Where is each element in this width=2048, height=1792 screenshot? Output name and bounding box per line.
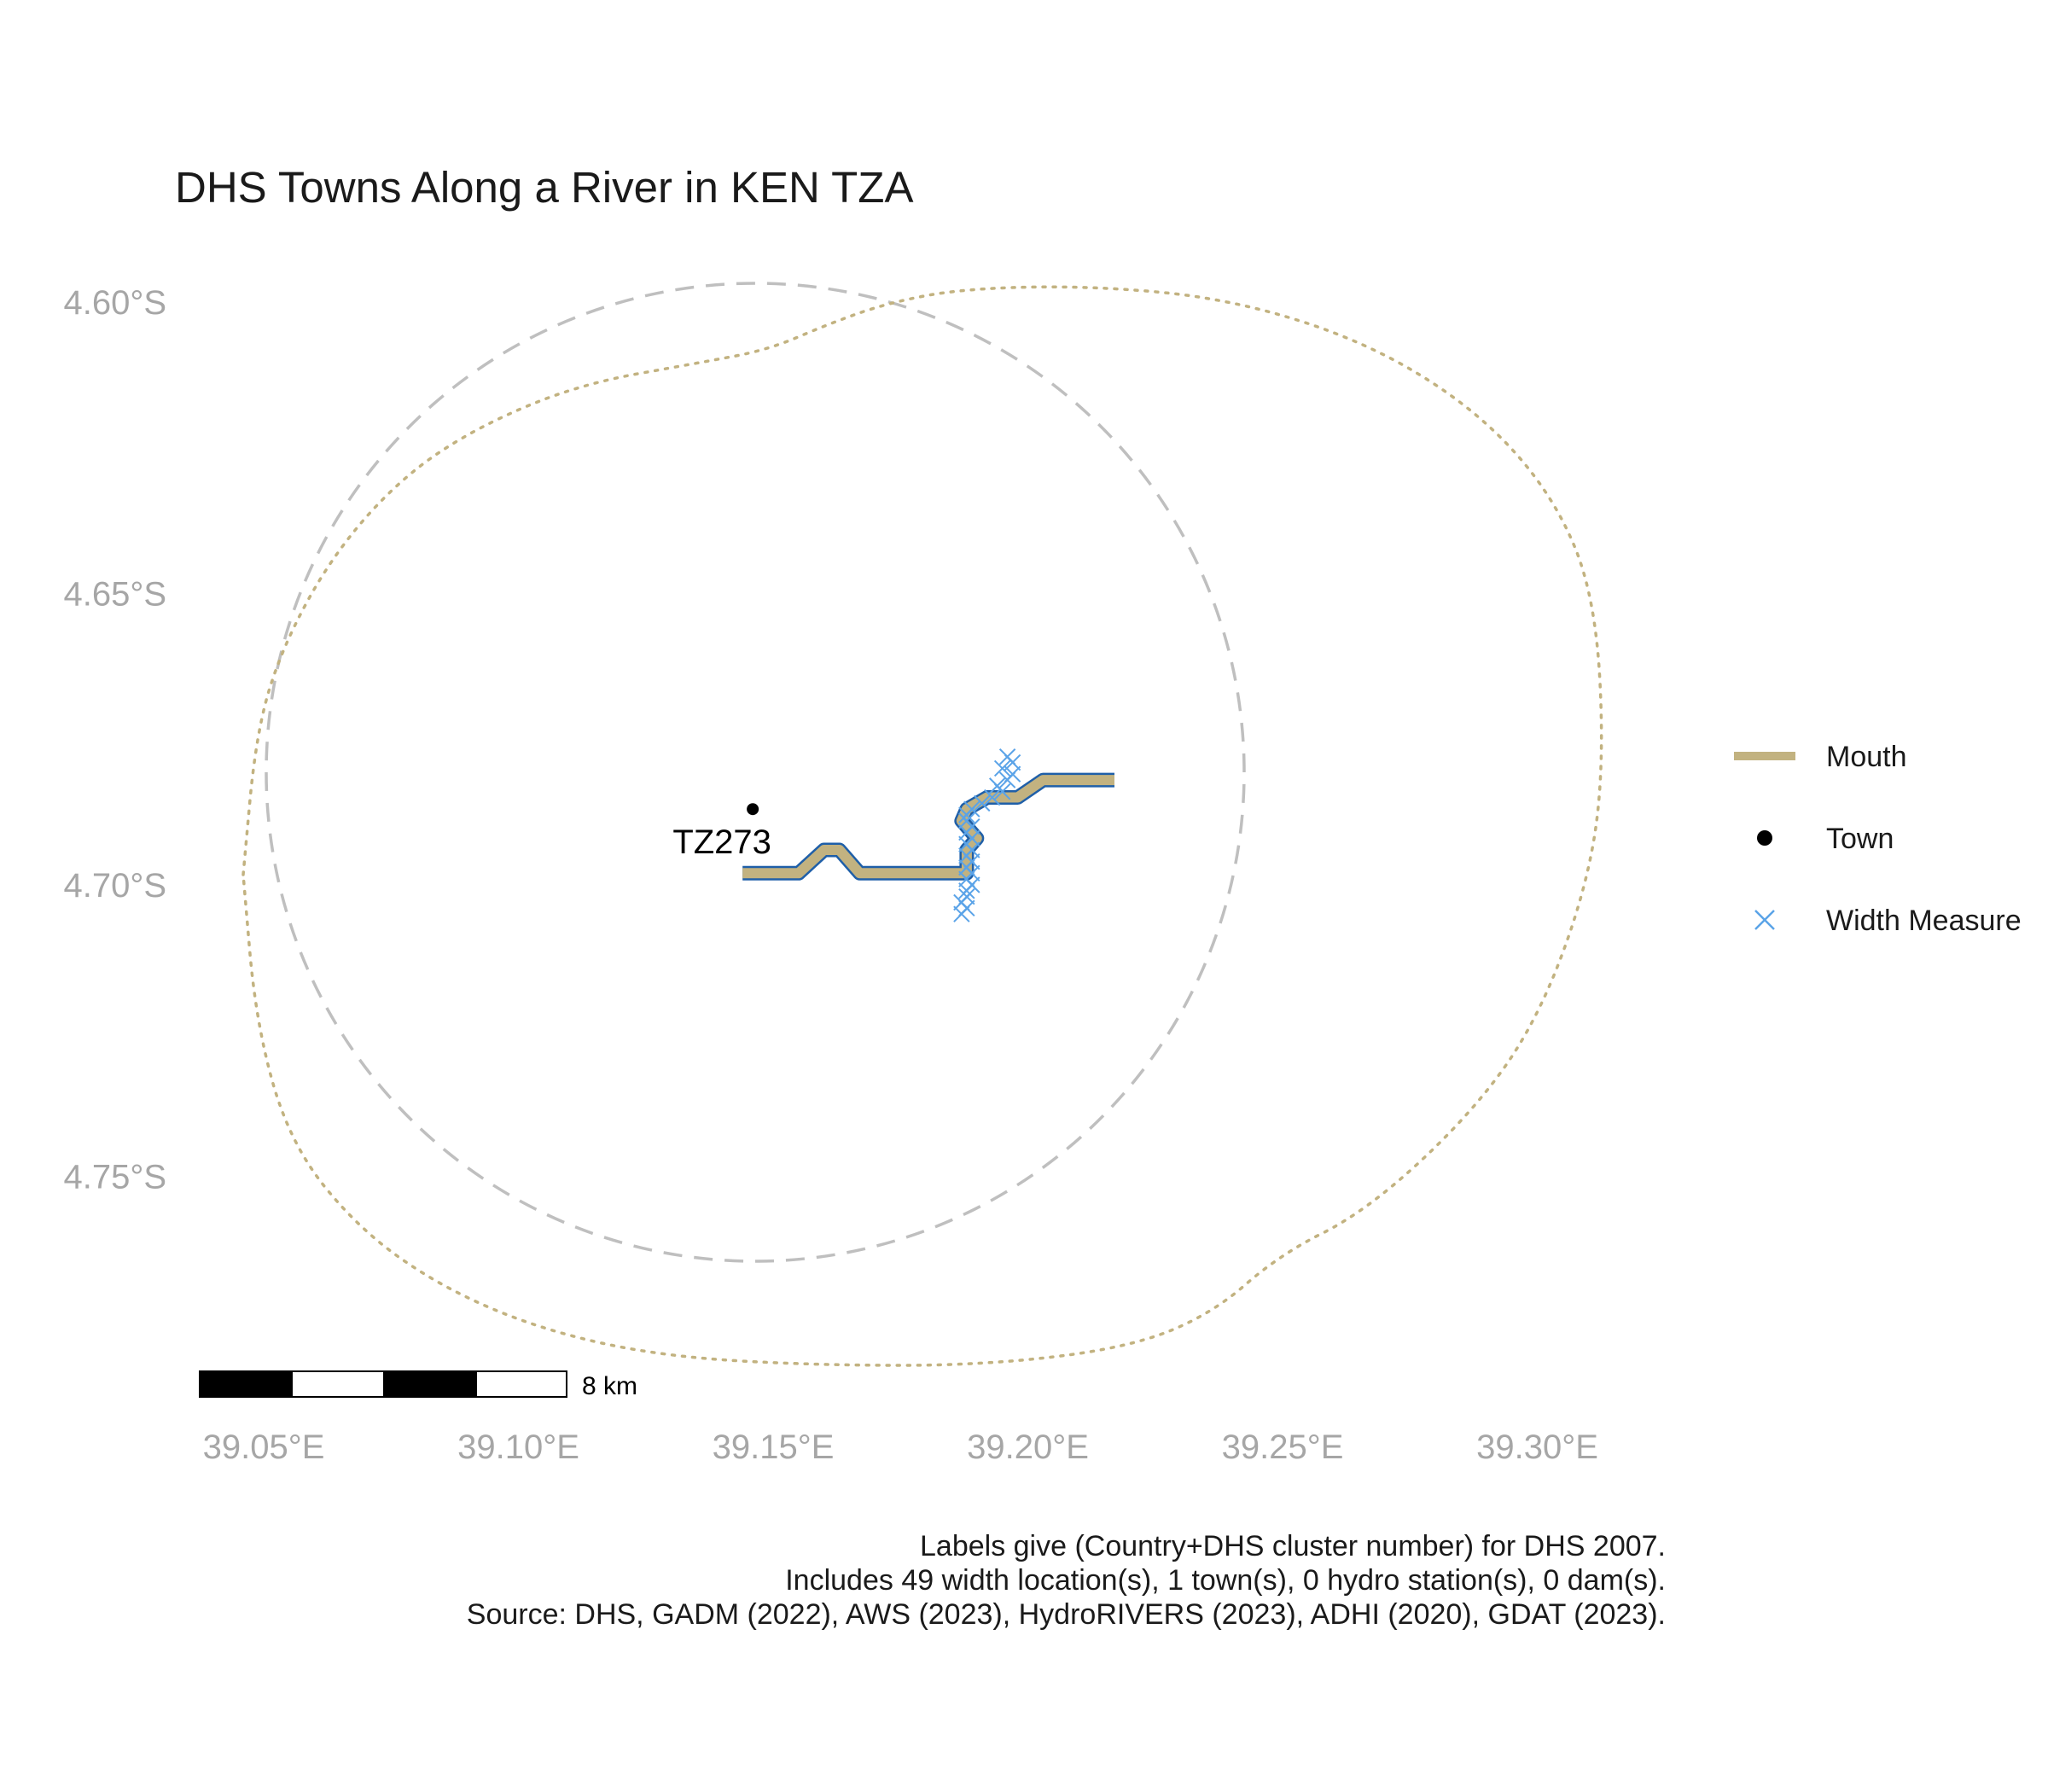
x-axis-labels: 39.05°E 39.10°E 39.15°E 39.20°E 39.25°E 39.30… [203, 1428, 1598, 1466]
y-tick-label: 4.65°S [63, 576, 166, 614]
x-tick-label: 39.05°E [203, 1428, 325, 1466]
river-layer [742, 772, 1114, 881]
dashed-buffer-circle [265, 282, 1246, 1263]
scale-bar-segment-4 [475, 1370, 567, 1398]
legend-town-label: Town [1826, 823, 1894, 855]
legend-mouth-label: Mouth [1826, 741, 1907, 773]
caption-line-2: Includes 49 width location(s), 1 town(s)… [785, 1564, 1666, 1597]
x-tick-label: 39.15°E [713, 1428, 835, 1466]
legend-width-measure-label: Width Measure [1826, 905, 2022, 937]
town-label: TZ273 [672, 823, 771, 861]
width-measure-point [1004, 753, 1021, 771]
scale-bar-segment-3 [383, 1370, 477, 1398]
legend-width-measure-key [1754, 910, 1775, 930]
width-measure-layer [953, 748, 1021, 922]
width-measure-point [993, 759, 1011, 777]
y-axis-labels: 4.60°S 4.65°S 4.70°S 4.75°S [63, 284, 166, 1196]
x-tick-label: 39.10°E [457, 1428, 579, 1466]
dotted-buffer-outline [241, 285, 1603, 1367]
width-measure-point [984, 788, 1001, 806]
x-tick-label: 39.25°E [1222, 1428, 1344, 1466]
width-measure-point [993, 783, 1011, 800]
width-measure-point [974, 794, 991, 812]
map-title: DHS Towns Along a River in KEN TZA [175, 163, 913, 212]
caption: Labels give (Country+DHS cluster number)… [467, 1530, 1666, 1631]
width-measure-point [953, 905, 970, 922]
scale-bar-segment-2 [291, 1370, 385, 1398]
y-tick-label: 4.75°S [63, 1159, 166, 1196]
caption-line-3: Source: DHS, GADM (2022), AWS (2023), Hy… [467, 1598, 1666, 1631]
town-layer: TZ273 [672, 803, 771, 861]
width-measure-point [958, 882, 975, 899]
river-mouth-line [742, 775, 1114, 879]
buffer-layer [241, 282, 1603, 1367]
legend-town-key [1757, 830, 1772, 846]
x-tick-label: 39.20°E [967, 1428, 1089, 1466]
width-measure-point [958, 806, 975, 823]
caption-line-1: Labels give (Country+DHS cluster number)… [920, 1530, 1666, 1562]
legend: Mouth Town Width Measure [1734, 741, 2022, 937]
width-measure-point [998, 771, 1016, 788]
river-outline [742, 772, 1114, 881]
scale-bar-segment-1 [199, 1370, 293, 1398]
scale-bar-label: 8 km [582, 1372, 637, 1400]
y-tick-label: 4.60°S [63, 284, 166, 322]
x-tick-label: 39.30°E [1476, 1428, 1598, 1466]
scale-bar: 8 km [199, 1370, 637, 1400]
town-point[interactable] [747, 803, 759, 816]
y-tick-label: 4.70°S [63, 867, 166, 905]
